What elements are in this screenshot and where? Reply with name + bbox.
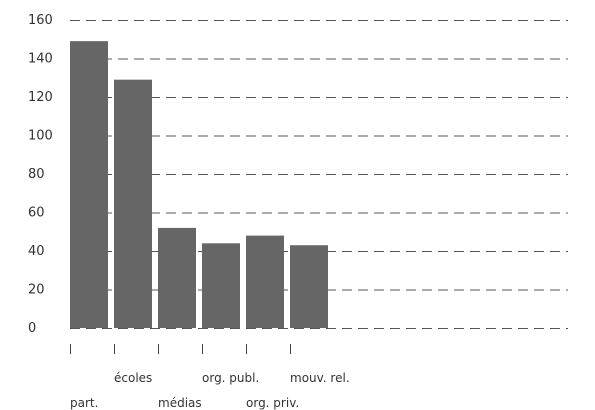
y-tick-label: 120	[28, 90, 53, 105]
y-axis-tick-labels: 0 20 40 60 80 100 120 140 160	[28, 13, 53, 336]
x-tick-label: part.	[70, 396, 98, 410]
bar-mouv-rel-	[290, 245, 328, 328]
y-tick-label: 40	[28, 244, 45, 259]
bar-m-dias	[158, 227, 196, 328]
y-tick-label: 0	[28, 321, 36, 336]
y-tick-label: 60	[28, 206, 45, 221]
y-tick-label: 20	[28, 283, 45, 298]
bar-org-priv-	[246, 235, 284, 328]
x-tick-label: org. publ.	[202, 371, 259, 385]
x-tick-label: mouv. rel.	[290, 371, 350, 385]
y-tick-label: 140	[28, 52, 53, 67]
x-tick-label: org. priv.	[246, 396, 299, 410]
bars	[70, 41, 328, 329]
y-tick-label: 100	[28, 129, 53, 144]
bar-org-publ-	[202, 243, 240, 328]
bar--coles	[114, 79, 152, 328]
y-tick-label: 160	[28, 13, 53, 28]
bar-part-	[70, 41, 108, 329]
y-tick-label: 80	[28, 167, 45, 182]
x-tick-label: médias	[158, 396, 202, 410]
x-tick-label: écoles	[114, 371, 152, 385]
x-axis-ticks	[70, 344, 291, 354]
